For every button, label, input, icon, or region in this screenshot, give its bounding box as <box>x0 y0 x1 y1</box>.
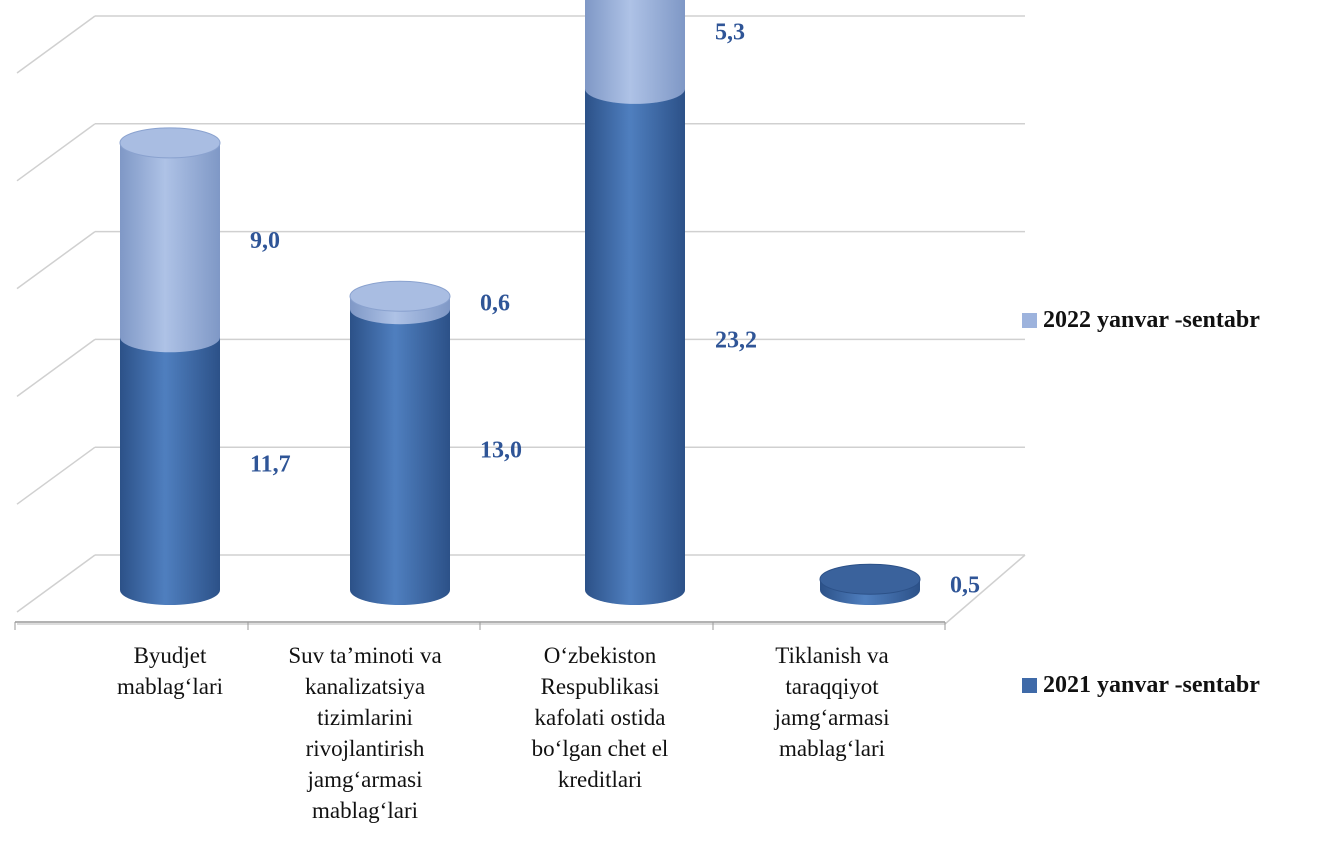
cylinder-body <box>120 142 220 353</box>
cylinder-body <box>585 0 685 104</box>
value-label: 0,6 <box>480 291 510 317</box>
cylinder-segment <box>585 88 685 605</box>
legend-entry: 2022 yanvar -sentabr <box>1022 307 1260 334</box>
cylinder-body <box>350 309 450 605</box>
cylinder-top <box>819 563 921 595</box>
grid-line <box>16 338 96 398</box>
cylinder-segment <box>350 309 450 605</box>
value-label: 11,7 <box>250 452 291 478</box>
grid-line <box>16 15 96 74</box>
x-tick-label: Byudjet mablag‘lari <box>116 643 223 699</box>
grid-line <box>16 230 96 290</box>
cylinder-body <box>585 88 685 605</box>
x-tick-label: O‘zbekiston Respublikasi kafolati ostida… <box>531 643 669 792</box>
cylinder-segment <box>819 563 921 605</box>
cylinder-segment <box>120 337 220 605</box>
value-label: 0,5 <box>950 573 980 599</box>
cylinder-segment <box>119 127 221 353</box>
legend-swatch <box>1022 313 1037 328</box>
cylinder-body <box>120 337 220 605</box>
grid-line <box>16 123 96 182</box>
cylinder-top <box>349 280 451 312</box>
x-tick-label: Suv ta’minoti va kanalizatsiya tizimlari… <box>288 643 442 823</box>
value-label: 9,0 <box>250 228 280 254</box>
cylinder-segment <box>349 280 451 325</box>
legend-swatch <box>1022 678 1037 693</box>
value-label: 5,3 <box>715 20 745 46</box>
value-label: 23,2 <box>715 327 757 353</box>
legend-entry: 2021 yanvar -sentabr <box>1022 672 1260 699</box>
grid-line <box>16 554 96 613</box>
grid-line <box>16 446 96 505</box>
cylinder-segment <box>585 0 685 104</box>
legend-text: 2022 yanvar -sentabr <box>1043 307 1260 333</box>
x-tick-label: Tiklanish va taraqqiyot jamg‘armasi mabl… <box>774 643 890 761</box>
floor-edge <box>944 554 1026 625</box>
legend-text: 2021 yanvar -sentabr <box>1043 672 1260 698</box>
value-label: 13,0 <box>480 438 522 464</box>
cylinder-top <box>119 127 221 159</box>
